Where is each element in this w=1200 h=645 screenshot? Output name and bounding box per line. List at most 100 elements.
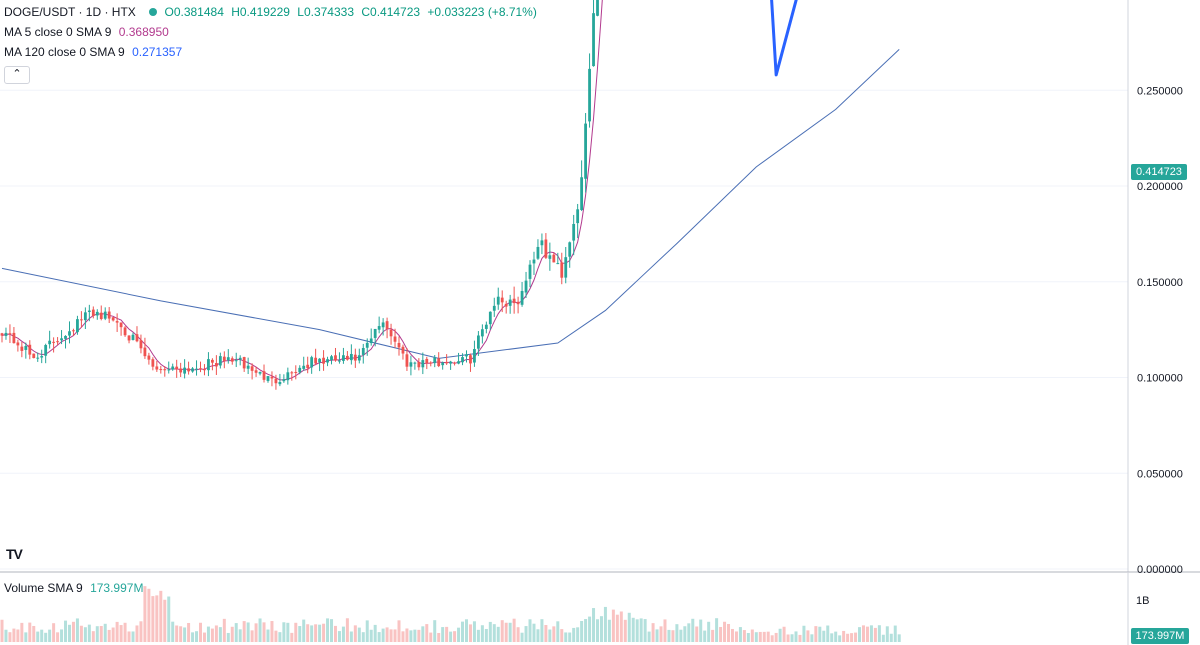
candle-body xyxy=(461,357,464,363)
volume-bar xyxy=(397,620,401,642)
candle-body xyxy=(4,332,8,336)
volume-bar xyxy=(782,626,786,642)
volume-legend[interactable]: Volume SMA 9 173.997M xyxy=(4,580,147,596)
candle-body xyxy=(492,305,496,311)
volume-bar xyxy=(147,588,151,642)
candle-body xyxy=(548,255,552,259)
candle-body xyxy=(143,347,147,357)
volume-bar xyxy=(572,627,576,642)
collapse-legend-button[interactable]: ⌃ xyxy=(4,66,30,84)
tradingview-logo[interactable]: TV xyxy=(6,546,23,562)
chevron-up-icon: ⌃ xyxy=(12,68,22,80)
volume-bar xyxy=(36,631,40,642)
volume-bar xyxy=(635,619,639,642)
volume-bar xyxy=(838,635,842,642)
volume-bar xyxy=(151,596,155,642)
volume-bar xyxy=(727,623,731,642)
volume-bar xyxy=(369,629,373,642)
volume-bar xyxy=(266,629,270,642)
candle-body xyxy=(457,361,460,364)
volume-bar xyxy=(453,631,457,642)
candle-body xyxy=(60,338,63,341)
volume-bar xyxy=(24,632,28,642)
candle-body xyxy=(40,356,44,358)
candle-body xyxy=(441,362,445,366)
volume-bar xyxy=(715,618,719,642)
volume-bar xyxy=(71,621,75,642)
price-tick-label: 0.000000 xyxy=(1137,564,1183,576)
volume-bar xyxy=(413,629,417,642)
candle-body xyxy=(310,357,314,368)
double-bottom-pattern[interactable] xyxy=(760,0,915,77)
candle-body xyxy=(322,357,325,364)
volume-bar xyxy=(580,620,584,642)
volume-bar xyxy=(865,626,869,642)
ma120-legend[interactable]: MA 120 close 0 SMA 9 0.271357 xyxy=(4,44,186,60)
candle-body xyxy=(290,372,294,374)
candle-body xyxy=(401,346,405,354)
candle-body xyxy=(32,353,36,359)
volume-bar xyxy=(127,631,131,642)
volume-bar xyxy=(12,628,16,642)
candle-body xyxy=(334,355,337,361)
last-price-tag: 0.414723 xyxy=(1131,164,1187,180)
candle-body xyxy=(425,358,429,364)
candle-body xyxy=(20,346,24,351)
candle-body xyxy=(262,371,266,380)
volume-bar xyxy=(786,634,790,642)
volume-bar xyxy=(830,633,834,642)
volume-bar xyxy=(385,627,389,642)
volume-bar xyxy=(60,629,64,642)
candle-body xyxy=(135,334,139,342)
candle-body xyxy=(532,259,536,264)
volume-bar xyxy=(679,629,683,642)
volume-bar xyxy=(596,619,599,642)
price-axis[interactable]: 0.5500000.5000000.4500000.4000000.350000… xyxy=(1137,0,1183,576)
candle-body xyxy=(465,354,468,357)
symbol-title[interactable]: DOGE/USDT · 1D · HTX xyxy=(4,5,136,19)
volume-bar xyxy=(20,622,24,642)
volume-bar xyxy=(457,627,461,642)
volume-bar xyxy=(206,626,210,642)
volume-bar xyxy=(361,632,365,642)
volume-bar xyxy=(8,632,12,642)
candle-body xyxy=(91,309,95,316)
volume-bar xyxy=(445,626,449,642)
volume-bar xyxy=(774,632,778,642)
volume-bar xyxy=(258,618,262,642)
candle-body xyxy=(445,361,449,364)
volume-bar xyxy=(766,631,770,642)
volume-bar xyxy=(778,628,782,642)
candle-body xyxy=(592,13,595,67)
candle-body xyxy=(0,333,4,336)
volume-bar xyxy=(647,631,651,642)
volume-bar xyxy=(814,626,818,642)
candle-body xyxy=(564,257,568,278)
volume-bar xyxy=(854,632,858,642)
candle-body xyxy=(139,340,143,349)
candle-body xyxy=(302,365,306,369)
volume-bar xyxy=(310,625,314,642)
volume-bar xyxy=(32,625,36,642)
candle-body xyxy=(187,368,190,372)
grid-lines xyxy=(0,89,1128,570)
volume-bar xyxy=(349,631,353,642)
candle-body xyxy=(409,362,413,367)
candle-body xyxy=(294,371,298,373)
volume-bar xyxy=(603,606,607,642)
volume-bar xyxy=(286,622,290,642)
ma5-legend[interactable]: MA 5 close 0 SMA 9 0.368950 xyxy=(4,24,173,40)
volume-bar xyxy=(746,632,750,642)
volume-bar xyxy=(254,623,258,642)
volume-bar xyxy=(599,616,603,642)
ma120-line[interactable] xyxy=(1,48,900,359)
volume-bar xyxy=(401,631,405,642)
volume-bar xyxy=(250,630,254,642)
candle-body xyxy=(218,356,222,366)
volume-bar xyxy=(195,631,199,642)
candle-body xyxy=(278,382,282,385)
volume-bar xyxy=(873,627,877,642)
candle-body xyxy=(572,223,576,241)
volume-bar xyxy=(326,618,330,642)
